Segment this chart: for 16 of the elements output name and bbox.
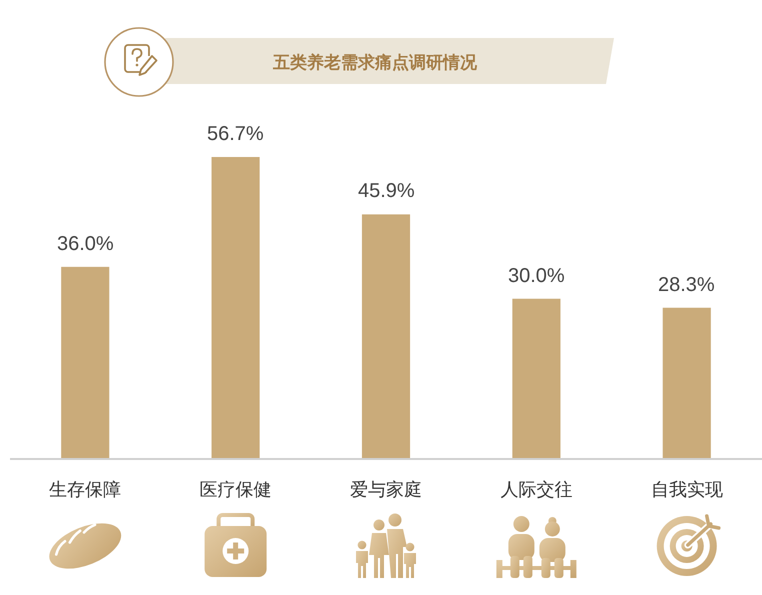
data-label: 45.9% (358, 180, 415, 202)
data-label: 30.0% (508, 265, 565, 287)
bar (212, 157, 260, 458)
x-tick-label: 自我实现 (650, 480, 723, 501)
bar (662, 308, 711, 458)
bar (362, 214, 410, 458)
data-label: 28.3% (658, 274, 715, 296)
x-tick-label: 人际交往 (500, 480, 572, 501)
data-label: 56.7% (207, 123, 264, 145)
x-tick-label: 生存保障 (49, 480, 122, 501)
chart-title: 五类养老需求痛点调研情况 (272, 52, 478, 73)
x-tick-label: 医疗保健 (200, 480, 272, 501)
x-tick-label: 爱与家庭 (350, 480, 422, 501)
bar (512, 298, 560, 458)
bar (61, 266, 110, 458)
data-label: 36.0% (57, 233, 114, 255)
